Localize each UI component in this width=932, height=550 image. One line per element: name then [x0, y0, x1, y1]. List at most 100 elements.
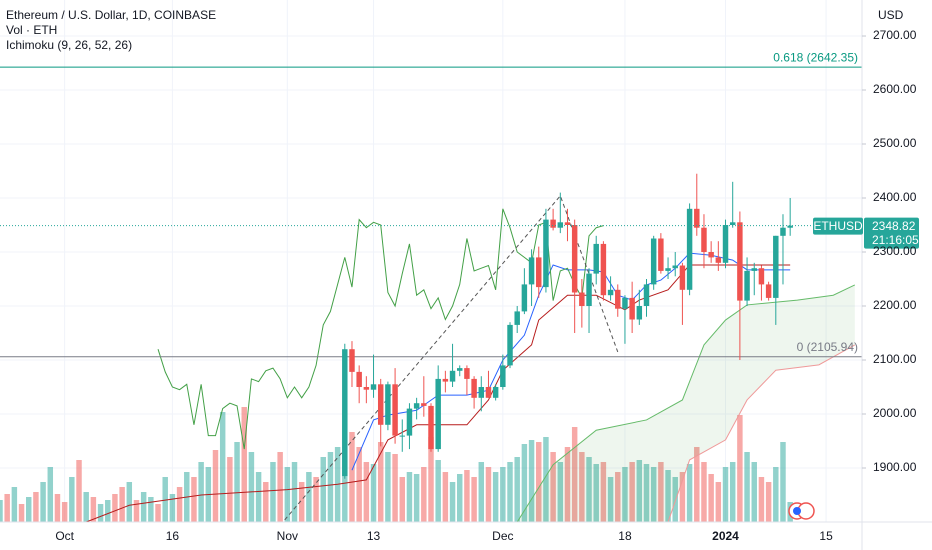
volume-bar	[18, 504, 25, 522]
volume-bar	[449, 482, 456, 522]
candle-body	[500, 365, 506, 388]
last-price-box	[864, 217, 919, 249]
candle-body	[413, 403, 420, 409]
volume-bar	[306, 472, 312, 522]
volume-bar	[406, 472, 413, 522]
volume-bar	[277, 452, 283, 522]
y-tick-label: 2400.00	[873, 190, 917, 204]
volume-bar	[263, 482, 269, 522]
candle-body	[385, 384, 391, 425]
volume-bar	[428, 437, 434, 522]
volume-bar	[370, 464, 377, 522]
volume-bar	[694, 447, 700, 522]
volume-bar	[255, 472, 262, 522]
candle-body	[564, 222, 571, 226]
ichimoku-cloud	[517, 284, 855, 522]
candle-body	[729, 222, 736, 226]
volume-bar	[176, 487, 183, 522]
candle-body	[514, 311, 520, 325]
volume-bar	[248, 452, 255, 522]
volume-bar	[507, 462, 513, 522]
volume-bar	[270, 462, 276, 522]
volume-bar	[557, 462, 564, 522]
volume-bar	[126, 482, 133, 522]
fib-label: 0 (2105.94)	[797, 340, 858, 354]
volume-bar	[97, 504, 104, 522]
chart-title: Ethereum / U.S. Dollar, 1D, COINBASE	[6, 8, 216, 22]
volume-bar	[162, 477, 168, 522]
candle-body	[342, 349, 348, 477]
last-price-label: 2348.82	[872, 219, 916, 233]
volume-bar	[464, 470, 470, 522]
volume-bar	[356, 447, 362, 522]
volume-bar	[607, 477, 614, 522]
volume-bar	[579, 452, 585, 522]
volume-bar	[765, 482, 772, 522]
candle-body	[758, 268, 765, 285]
x-tick-label: Nov	[277, 529, 298, 543]
candle-body	[773, 235, 779, 298]
event-icons[interactable]	[788, 502, 815, 520]
volume-bar	[564, 447, 571, 522]
candle-body	[600, 243, 607, 296]
candle-body	[615, 289, 621, 309]
x-tick-label: Dec	[492, 529, 513, 543]
candle-body	[471, 378, 477, 398]
volume-bar	[672, 477, 678, 522]
volume-bar	[492, 472, 499, 522]
volume-bar	[155, 504, 161, 522]
candle-body	[715, 257, 722, 263]
volume-bar	[0, 500, 3, 522]
candle-body	[672, 265, 678, 269]
volume-bar	[241, 407, 247, 522]
volume-bar	[528, 440, 535, 522]
volume-bar	[83, 492, 89, 522]
volume-bar	[600, 462, 607, 522]
volume-bar	[61, 502, 68, 522]
x-tick-label: 15	[819, 529, 833, 543]
volume-bar	[471, 477, 477, 522]
volume-bar	[291, 462, 298, 522]
y-tick-label: 2500.00	[873, 136, 917, 150]
volume-bar	[140, 492, 147, 522]
volume-bar	[105, 500, 111, 522]
volume-bar	[47, 467, 54, 522]
volume-bar	[485, 467, 492, 522]
volume-bar	[478, 462, 485, 522]
candle-body	[694, 208, 700, 228]
currency[interactable]: USD	[878, 8, 904, 22]
volume-bar	[4, 494, 10, 522]
volume-bar	[377, 442, 384, 522]
x-tick-label: 13	[367, 529, 381, 543]
y-tick-label: 2700.00	[873, 28, 917, 42]
volume-bar	[457, 474, 463, 522]
volume-bar	[701, 462, 707, 522]
volume-bar	[708, 474, 714, 522]
volume-bar	[11, 487, 18, 522]
candle-body	[593, 243, 599, 274]
volume-bar	[586, 457, 592, 522]
volume-bar	[363, 462, 370, 522]
volume-bar	[744, 452, 750, 522]
volume-bar	[780, 442, 786, 522]
volume-bar	[40, 482, 46, 522]
ichimoku-span-b	[517, 344, 856, 522]
volume-bar	[615, 472, 621, 522]
candle-body	[370, 384, 377, 390]
candle-body	[435, 378, 441, 450]
candle-body	[392, 384, 398, 436]
candle-body	[507, 324, 513, 366]
candle-body	[528, 257, 535, 285]
volume-bar	[385, 452, 391, 522]
volume-bar	[392, 454, 398, 522]
candle-body	[607, 289, 614, 296]
symbol-tag	[813, 217, 863, 235]
candle-body	[571, 225, 578, 293]
volume-bar	[686, 464, 693, 522]
volume-bar	[191, 477, 197, 522]
volume-bar	[593, 464, 599, 522]
volume-bar	[112, 494, 118, 522]
volume-bar	[751, 462, 757, 522]
